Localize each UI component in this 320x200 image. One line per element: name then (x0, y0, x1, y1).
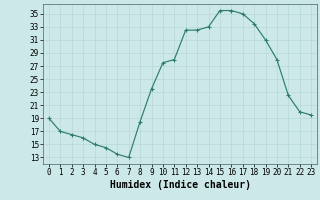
X-axis label: Humidex (Indice chaleur): Humidex (Indice chaleur) (109, 180, 251, 190)
